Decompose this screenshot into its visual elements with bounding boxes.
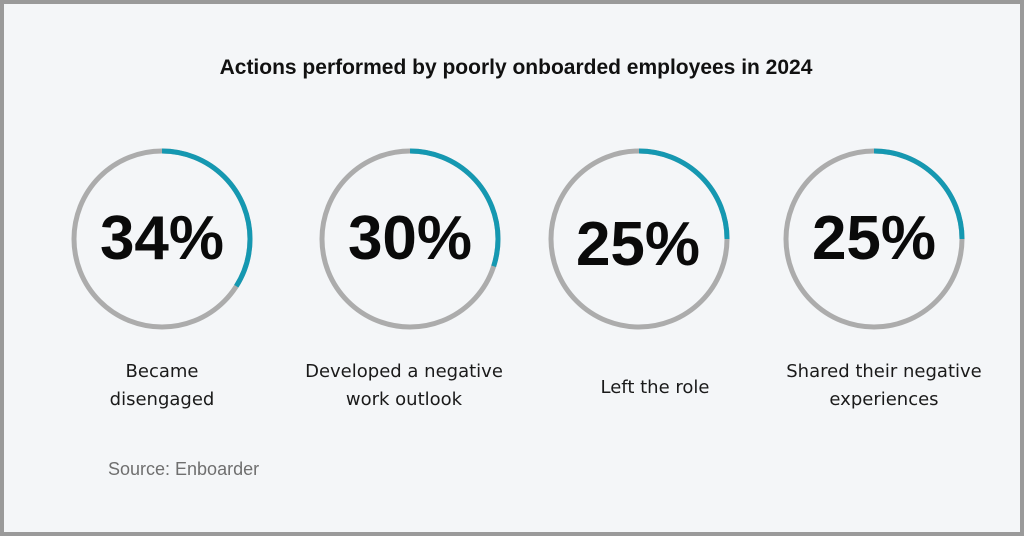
category-label-1: Developed a negative work outlook (305, 361, 503, 410)
ring-arc-0 (71, 148, 253, 330)
category-label-3: Shared their negative experiences (786, 361, 982, 410)
value-label-2: 25% (575, 210, 701, 279)
donut-ring-2 (548, 148, 730, 330)
donut-ring-1 (319, 148, 501, 330)
category-label-2: Left the role (600, 377, 710, 398)
ring-arc-2 (548, 148, 730, 330)
donut-ring-0 (71, 148, 253, 330)
ring-arc-1 (319, 148, 501, 330)
chart-title: Actions performed by poorly onboarded em… (219, 56, 813, 79)
value-label-0: 34% (99, 204, 225, 273)
ring-arc-3 (783, 148, 965, 330)
value-label-3: 25% (811, 204, 937, 273)
category-label-0: Became disengaged (109, 361, 215, 410)
value-label-1: 30% (347, 204, 473, 273)
source-note: Source: Enboarder (108, 459, 260, 479)
donut-ring-3 (783, 148, 965, 330)
